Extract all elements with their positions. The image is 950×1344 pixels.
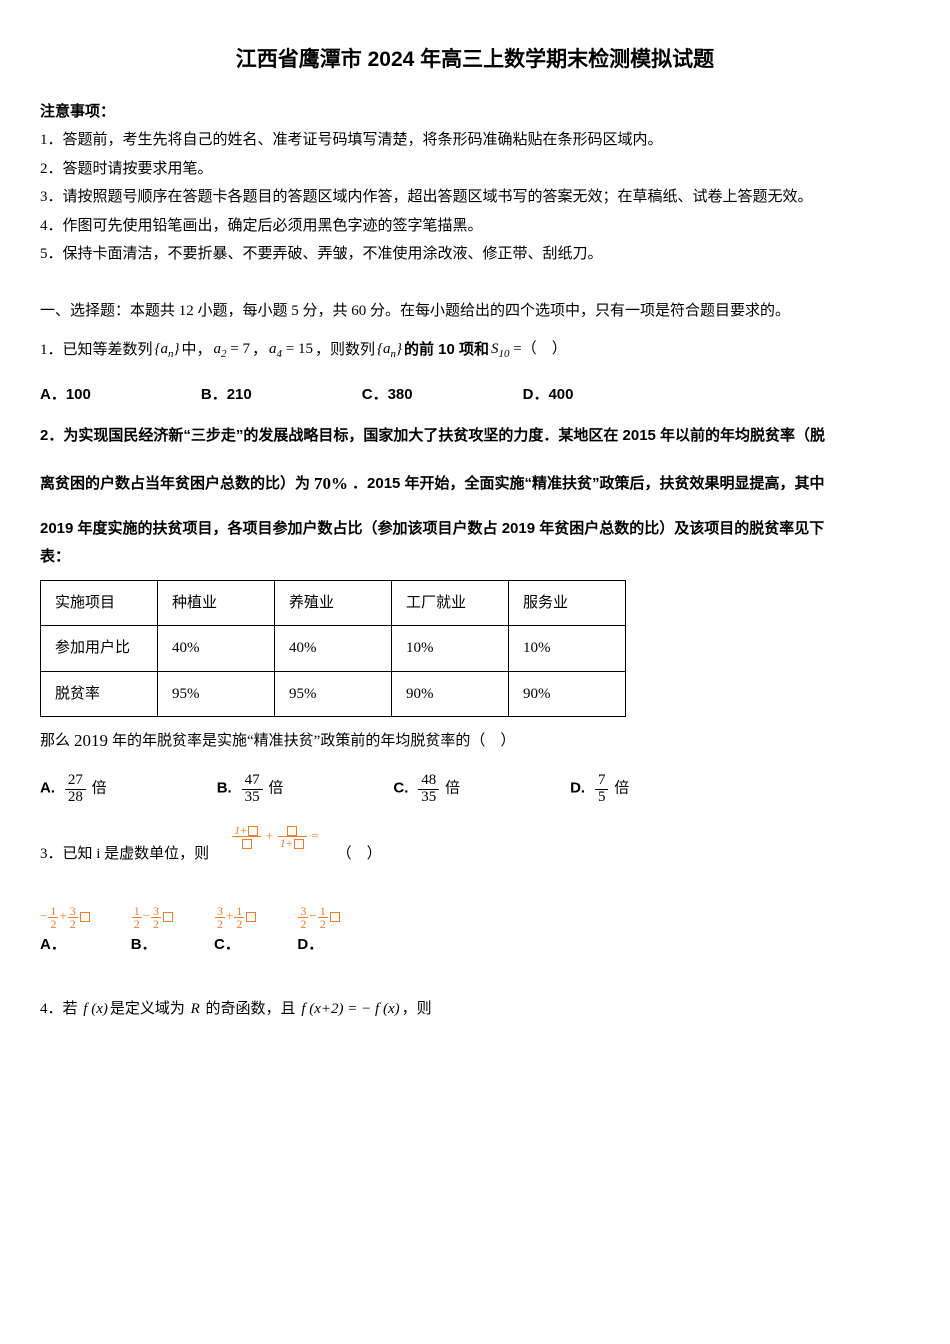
q4-mid1: 是定义域为: [110, 995, 185, 1024]
section-1-head: 一、选择题：本题共 12 小题，每小题 5 分，共 60 分。在每小题给出的四个…: [40, 297, 910, 326]
td: 90%: [509, 671, 626, 717]
q2-choice-A: A. 2728 倍: [40, 773, 107, 806]
question-4: 4．若 f (x) 是定义域为 R 的奇函数，且 f (x+2) = − f (…: [40, 995, 910, 1024]
q1-prefix: 1．已知等差数列: [40, 336, 153, 365]
q4-R: R: [187, 995, 204, 1024]
th-1: 种植业: [158, 580, 275, 626]
question-1: 1．已知等差数列 {an} 中， a2 = 7 ， a4 = 15 ，则数列 {…: [40, 335, 910, 365]
q2-choice-D: D. 75 倍: [570, 773, 629, 806]
q2-after-a: 那么: [40, 727, 70, 756]
q2-line2a: 离贫困的户数占当年贫困户总数的比）为: [40, 470, 310, 499]
td: 40%: [275, 626, 392, 672]
question-2-line4: 表：: [40, 543, 910, 572]
td: 40%: [158, 626, 275, 672]
td: 脱贫率: [41, 671, 158, 717]
question-2-line3: 2019 年度实施的扶贫项目，各项目参加户数占比（参加该项目户数占 2019 年…: [40, 515, 910, 544]
td: 90%: [392, 671, 509, 717]
table-header-row: 实施项目 种植业 养殖业 工厂就业 服务业: [41, 580, 626, 626]
q1-seq-an-2: {an}: [377, 335, 402, 365]
q1-seq-an-1: {an}: [155, 335, 180, 365]
td: 10%: [392, 626, 509, 672]
q1-choice-C: C．380: [362, 381, 413, 410]
q2-line2b: ．2015 年开始，全面实施“精准扶贫”政策后，扶贫效果明显提高，其中: [352, 470, 825, 499]
q1-comma1: ，: [252, 336, 267, 365]
q1-tail: 的前 10 项和: [404, 336, 489, 365]
q3-choice-A: −12+32 A．: [40, 902, 91, 959]
notice-item-2: 2．答题时请按要求用笔。: [40, 155, 910, 184]
q1-a4: a4 = 15: [269, 335, 313, 365]
q3-choice-C: 32+12 C．: [214, 902, 257, 959]
td: 10%: [509, 626, 626, 672]
q2-table: 实施项目 种植业 养殖业 工厂就业 服务业 参加用户比 40% 40% 10% …: [40, 580, 626, 718]
th-0: 实施项目: [41, 580, 158, 626]
notice-item-5: 5．保持卡面清洁，不要折暴、不要弄破、弄皱，不准使用涂改液、修正带、刮纸刀。: [40, 240, 910, 269]
q2-year: 2019: [72, 725, 110, 757]
q1-choice-A: A．100: [40, 381, 91, 410]
th-4: 服务业: [509, 580, 626, 626]
th-2: 养殖业: [275, 580, 392, 626]
td: 95%: [275, 671, 392, 717]
q1-S10: S10 =（ ）: [491, 335, 567, 365]
td: 95%: [158, 671, 275, 717]
q1-choices: A．100 B．210 C．380 D．400: [40, 381, 910, 410]
notice-item-3: 3．请按照题号顺序在答题卡各题目的答题区域内作答，超出答题区域书写的答案无效；在…: [40, 183, 910, 212]
q2-after-b: 年的年脱贫率是实施“精准扶贫”政策前的年均脱贫率的（ ）: [112, 727, 515, 756]
q3-tail: （ ）: [337, 840, 382, 869]
q3-prefix: 3．已知 i 是虚数单位，则: [40, 840, 209, 869]
q2-pct: 70%: [312, 468, 350, 500]
q3-choices: −12+32 A． 12−32 B． 32+12 C． 32−12 D．: [40, 902, 910, 959]
table-row: 脱贫率 95% 95% 90% 90%: [41, 671, 626, 717]
q4-tail: ，则: [402, 995, 432, 1024]
question-3: 3．已知 i 是虚数单位，则 1+ + 1+ = （ ）: [40, 840, 910, 869]
question-2-line1: 2．为实现国民经济新“三步走”的发展战略目标，国家加大了扶贫攻坚的力度．某地区在…: [40, 422, 910, 451]
q4-fx: f (x): [80, 995, 108, 1024]
question-2-line2: 离贫困的户数占当年贫困户总数的比）为 70% ．2015 年开始，全面实施“精准…: [40, 468, 910, 500]
q4-eq: f (x+2) = − f (x): [298, 995, 400, 1024]
q2-choice-C: C. 4835 倍: [393, 773, 460, 806]
q3-choice-B: 12−32 B．: [131, 902, 174, 959]
q1-mid2: ，则数列: [315, 336, 375, 365]
q4-prefix: 4．若: [40, 995, 78, 1024]
q1-choice-B: B．210: [201, 381, 252, 410]
page-title: 江西省鹰潭市 2024 年高三上数学期末检测模拟试题: [40, 40, 910, 80]
th-3: 工厂就业: [392, 580, 509, 626]
q1-a2: a2 = 7: [214, 335, 250, 365]
q1-choice-D: D．400: [523, 381, 574, 410]
q3-choice-D: 32−12 D．: [297, 902, 340, 959]
notice-head: 注意事项：: [40, 98, 910, 127]
table-row: 参加用户比 40% 40% 10% 10%: [41, 626, 626, 672]
notice-item-1: 1．答题前，考生先将自己的姓名、准考证号码填写清楚，将条形码准确粘贴在条形码区域…: [40, 126, 910, 155]
notice-block: 注意事项： 1．答题前，考生先将自己的姓名、准考证号码填写清楚，将条形码准确粘贴…: [40, 98, 910, 269]
q3-expression: 1+ + 1+ =: [231, 822, 319, 851]
question-2-after-table: 那么 2019 年的年脱贫率是实施“精准扶贫”政策前的年均脱贫率的（ ）: [40, 725, 910, 757]
q2-choice-B: B. 4735 倍: [217, 773, 284, 806]
notice-item-4: 4．作图可先使用铅笔画出，确定后必须用黑色字迹的签字笔描黑。: [40, 212, 910, 241]
q4-mid2: 的奇函数，且: [206, 995, 296, 1024]
q2-choices: A. 2728 倍 B. 4735 倍 C. 4835 倍 D. 75 倍: [40, 773, 910, 806]
q1-mid1: 中，: [182, 336, 212, 365]
td: 参加用户比: [41, 626, 158, 672]
